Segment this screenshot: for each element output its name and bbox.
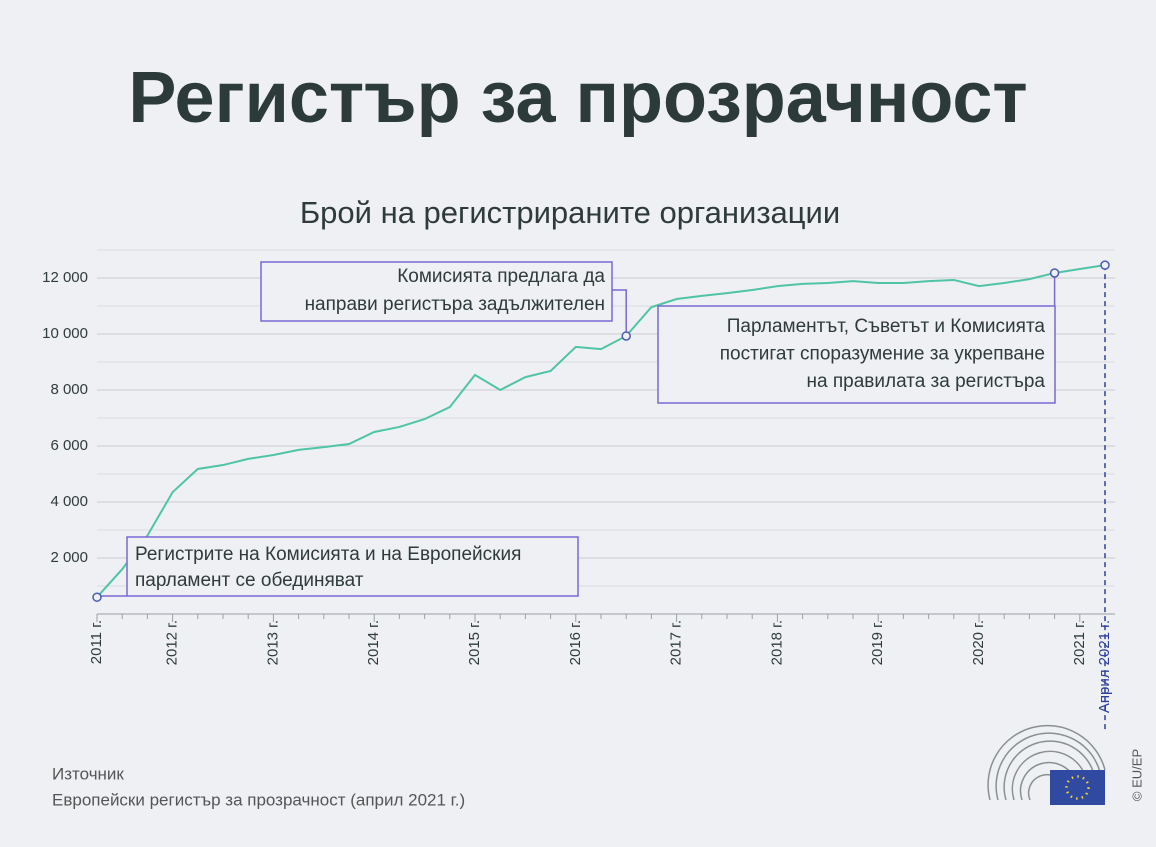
- chart-subtitle: Брой на регистрираните организации: [300, 195, 840, 230]
- point-marker: [1049, 268, 1060, 278]
- y-tick-label: 8 000: [50, 381, 88, 398]
- annotation-box: [126, 536, 579, 597]
- source-label: Източник: [52, 764, 124, 783]
- annotation-text: направи регистъра задължителен: [305, 294, 605, 315]
- annotation-box: [260, 261, 613, 322]
- point-marker: [92, 592, 102, 602]
- y-tick-label: 10 000: [42, 325, 88, 342]
- x-tick-label: 2019 г.: [869, 620, 886, 665]
- annotation-text: Парламентът, Съветът и Комисията: [727, 316, 1046, 337]
- x-tick-label: 2012 г.: [164, 620, 181, 665]
- y-tick-label: 2 000: [50, 549, 88, 566]
- x-tick-label: 2014 г.: [365, 620, 382, 665]
- x-tick-label: 2015 г.: [466, 620, 483, 665]
- x-tick-label: 2020 г.: [970, 620, 987, 665]
- logo: [987, 724, 1106, 805]
- annotation-text: постигат споразумение за укрепване: [720, 344, 1045, 365]
- y-tick-label: 12 000: [42, 269, 88, 286]
- annotation-box: [657, 305, 1056, 404]
- x-tick-label: 2016 г.: [567, 620, 584, 665]
- annotation-connector: [612, 289, 627, 336]
- chart-title: Регистър за прозрачност: [128, 58, 1027, 138]
- source: Европейски регистър за прозрачност (апри…: [52, 790, 465, 809]
- x-tick-label: 2017 г.: [668, 620, 685, 665]
- x-tick-label: Април 2021 г.: [1096, 620, 1113, 713]
- point-marker: [621, 331, 631, 341]
- y-tick-label: 6 000: [50, 437, 88, 454]
- x-tick-label: 2021 г.: [1071, 620, 1088, 665]
- annotation-text: Регистрите на Комисията и на Европейския: [135, 544, 521, 565]
- x-tick-label: 2011 г.: [88, 620, 105, 664]
- credit: © EU/EP: [1129, 749, 1144, 801]
- annotation-text: на правилата за регистъра: [807, 371, 1046, 392]
- point-marker: [1100, 260, 1110, 270]
- x-tick-label: 2018 г.: [768, 620, 785, 665]
- data-line: [96, 264, 1106, 598]
- annotation-text: Комисията предлага да: [397, 266, 605, 287]
- y-tick-label: 4 000: [50, 493, 88, 510]
- annotation-text: парламент се обединяват: [135, 570, 364, 591]
- x-tick-label: 2013 г.: [264, 620, 281, 665]
